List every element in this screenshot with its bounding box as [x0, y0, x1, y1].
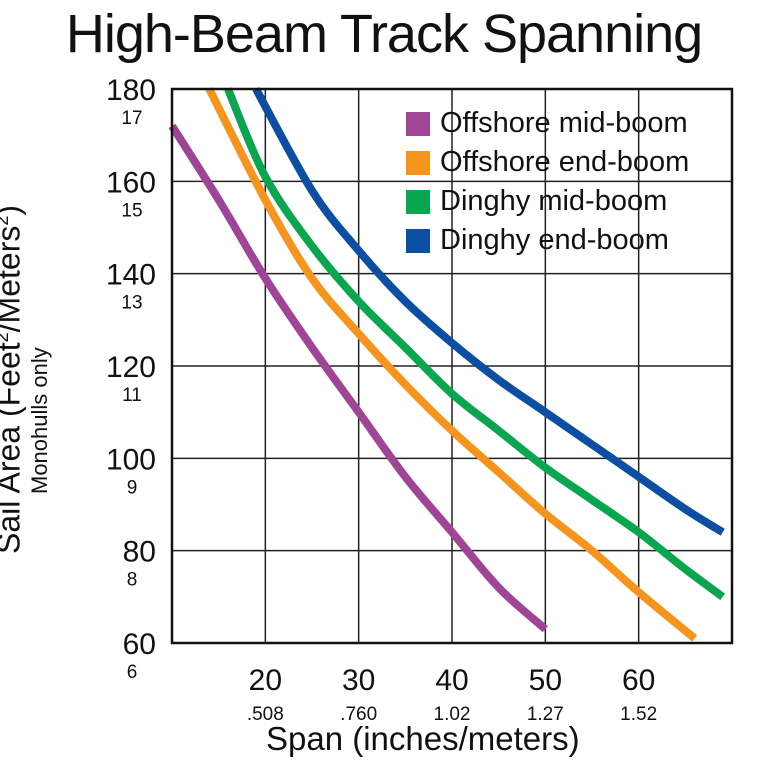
- y-axis-title-sup: 2: [0, 332, 12, 342]
- x-tick-label: 40: [435, 664, 468, 697]
- legend: Offshore mid-boom Offshore end-boom Dinghy…: [406, 104, 689, 260]
- y-tick-label: 60: [123, 628, 156, 661]
- plot-frame: [170, 87, 734, 645]
- x-tick-sublabel: 1.52: [620, 704, 657, 725]
- tick-labels: 20.50830.760401.02501.27601.526068081009…: [106, 74, 657, 725]
- legend-swatch: [406, 111, 430, 136]
- x-tick-sublabel: .508: [247, 704, 284, 725]
- x-tick-label: 60: [622, 664, 655, 697]
- y-axis-subtitle: Monohulls only: [26, 347, 52, 494]
- y-tick-sublabel: 9: [127, 477, 138, 498]
- series-line-offshore-mid-boom: [168, 123, 548, 633]
- legend-item: Dinghy end-boom: [406, 221, 689, 260]
- series-lines: [168, 87, 726, 642]
- x-tick-label: 30: [342, 664, 375, 697]
- y-tick-sublabel: 8: [127, 570, 138, 591]
- x-tick-label: 20: [249, 664, 282, 697]
- y-axis-title-part: ): [0, 205, 27, 216]
- y-tick-label: 120: [106, 351, 156, 384]
- y-axis-title-part: /Meters: [0, 225, 27, 333]
- y-tick-sublabel: 13: [121, 293, 142, 314]
- legend-item: Offshore mid-boom: [406, 104, 689, 143]
- legend-swatch: [406, 189, 430, 214]
- y-tick-sublabel: 6: [127, 662, 138, 683]
- legend-label: Dinghy mid-boom: [440, 185, 668, 217]
- legend-swatch: [406, 228, 430, 253]
- legend-item: Offshore end-boom: [406, 143, 689, 182]
- legend-label: Dinghy end-boom: [440, 224, 669, 256]
- legend-label: Offshore end-boom: [440, 146, 690, 178]
- series-line-offshore-end-boom: [205, 87, 698, 642]
- x-tick-sublabel: .760: [340, 704, 377, 725]
- y-tick-sublabel: 15: [121, 200, 142, 221]
- chart-title: High-Beam Track Spanning: [65, 4, 703, 64]
- legend-label: Offshore mid-boom: [440, 107, 688, 139]
- legend-item: Dinghy mid-boom: [406, 182, 689, 221]
- y-tick-label: 140: [106, 259, 156, 292]
- y-tick-sublabel: 11: [122, 385, 142, 406]
- x-tick-sublabel: 1.27: [527, 704, 564, 725]
- y-tick-sublabel: 17: [121, 108, 142, 129]
- y-tick-label: 80: [123, 536, 156, 569]
- grid: [172, 88, 732, 644]
- series-line-dinghy-mid-boom: [224, 87, 726, 601]
- legend-swatch: [406, 150, 430, 175]
- y-tick-label: 100: [106, 443, 156, 476]
- y-axis-title-sup: 2: [0, 216, 12, 226]
- x-axis-title: Span (inches/meters): [266, 720, 580, 757]
- series-line-dinghy-end-boom: [252, 87, 725, 536]
- x-tick-label: 50: [529, 664, 562, 697]
- x-tick-sublabel: 1.02: [434, 704, 471, 725]
- y-tick-label: 180: [106, 74, 156, 107]
- y-tick-label: 160: [106, 166, 156, 199]
- y-axis-title-part: Sail Area (Feet: [0, 342, 27, 554]
